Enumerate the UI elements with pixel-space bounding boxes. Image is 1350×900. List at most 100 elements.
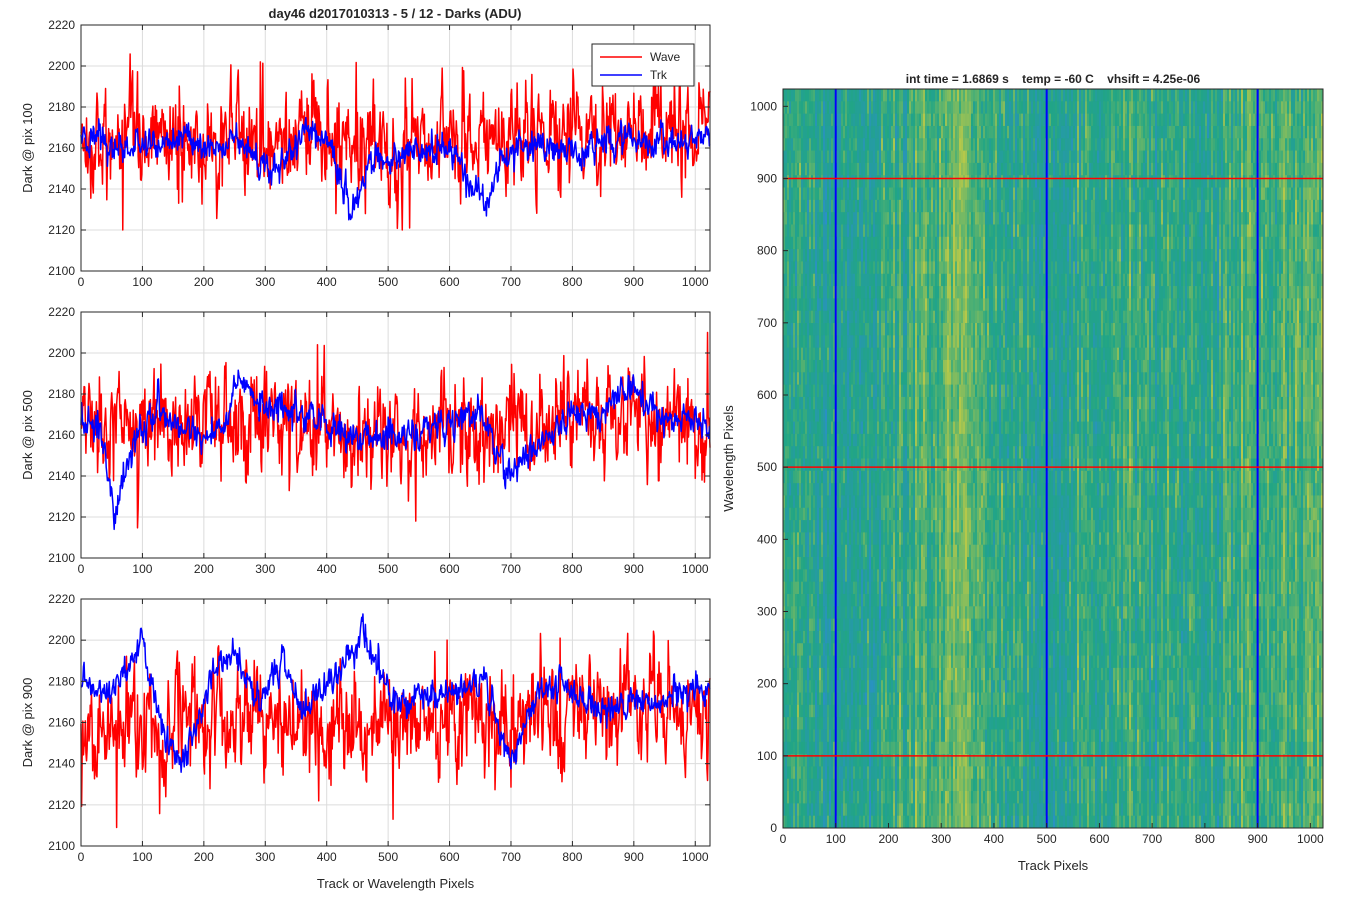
heatmap-cell bbox=[801, 323, 804, 336]
heatmap-cell bbox=[817, 593, 820, 607]
heatmap-cell bbox=[791, 704, 794, 718]
heatmap-cell bbox=[795, 261, 798, 275]
heatmap-cell bbox=[799, 483, 802, 496]
heatmap-cell bbox=[789, 495, 792, 509]
heatmap-cell bbox=[787, 384, 790, 398]
heatmap-cell bbox=[811, 483, 814, 496]
heatmap-cell bbox=[815, 310, 818, 324]
heatmap-cell bbox=[795, 544, 798, 558]
heatmap-cell bbox=[787, 557, 790, 570]
heatmap-cell bbox=[803, 791, 806, 804]
heatmap-cell bbox=[801, 606, 804, 620]
heatmap-cell bbox=[817, 384, 820, 398]
heatmap-cell bbox=[821, 323, 824, 336]
heatmap-cell bbox=[783, 175, 786, 188]
heatmap-cell bbox=[803, 273, 806, 287]
heatmap-cell bbox=[809, 236, 812, 250]
heatmap-cell bbox=[787, 162, 790, 176]
heatmap-cell bbox=[807, 470, 810, 484]
heatmap-cell bbox=[817, 507, 820, 521]
x-tick-label: 400 bbox=[317, 850, 337, 864]
heatmap-cell bbox=[791, 323, 794, 336]
heatmap-cell bbox=[823, 409, 826, 422]
heatmap-cell bbox=[785, 359, 788, 373]
heatmap-cell bbox=[813, 470, 816, 484]
heatmap-cell bbox=[819, 162, 822, 176]
heatmap-cell bbox=[819, 692, 822, 706]
heatmap-cell bbox=[809, 470, 812, 484]
heatmap-cell bbox=[813, 754, 816, 767]
heatmap-cell bbox=[805, 507, 808, 521]
heatmap-cell bbox=[815, 347, 818, 361]
heatmap-cell bbox=[819, 212, 822, 225]
heatmap-cell bbox=[813, 643, 816, 656]
heatmap-cell bbox=[787, 310, 790, 324]
heatmap-cell bbox=[789, 593, 792, 607]
y-tick-label: 2160 bbox=[48, 141, 75, 155]
heatmap-cell bbox=[823, 162, 826, 176]
heatmap-cell bbox=[795, 162, 798, 176]
heatmap-cell bbox=[801, 778, 804, 792]
heatmap-cell bbox=[789, 113, 792, 127]
heatmap-cell bbox=[811, 495, 814, 509]
heatmap-cell bbox=[791, 717, 794, 730]
heatmap-cell bbox=[807, 655, 810, 669]
heatmap-cell bbox=[803, 520, 806, 533]
heatmap-cell bbox=[819, 224, 822, 238]
heatmap-cell bbox=[803, 544, 806, 558]
heatmap-cell bbox=[807, 618, 810, 632]
heatmap-cell bbox=[797, 692, 800, 706]
heatmap-cell bbox=[809, 286, 812, 299]
heatmap-cell bbox=[795, 335, 798, 349]
heatmap-cell bbox=[813, 359, 816, 373]
heatmap-cell bbox=[821, 741, 824, 755]
heatmap-cell bbox=[805, 224, 808, 238]
heatmap-cell bbox=[795, 212, 798, 225]
heatmap-cell bbox=[799, 754, 802, 767]
heatmap-cell bbox=[795, 359, 798, 373]
heatmap-cell bbox=[787, 101, 790, 115]
heatmap-cell bbox=[797, 766, 800, 780]
heatmap-cell bbox=[785, 741, 788, 755]
heatmap-cell bbox=[823, 766, 826, 780]
heatmap-cell bbox=[817, 520, 820, 533]
heatmap-cell bbox=[797, 544, 800, 558]
heatmap-cell bbox=[825, 138, 828, 151]
heatmap-cell bbox=[793, 273, 796, 287]
heatmap-cell bbox=[807, 125, 810, 139]
heatmap-cell bbox=[811, 199, 814, 213]
heatmap-cell bbox=[815, 409, 818, 422]
heatmap-cell bbox=[811, 532, 814, 546]
heatmap-cell bbox=[811, 298, 814, 312]
heatmap-cell bbox=[819, 507, 822, 521]
heatmap-cell bbox=[807, 544, 810, 558]
heatmap-cell bbox=[801, 286, 804, 299]
heatmap-cell bbox=[799, 791, 802, 804]
heatmap-cell bbox=[799, 458, 802, 472]
heatmap-cell bbox=[811, 359, 814, 373]
heatmap-cell bbox=[821, 359, 824, 373]
heatmap-cell bbox=[785, 630, 788, 644]
heatmap-cell bbox=[813, 557, 816, 570]
heatmap-cell bbox=[813, 581, 816, 595]
heatmap-cell bbox=[817, 692, 820, 706]
heatmap-cell bbox=[803, 470, 806, 484]
heatmap-cell bbox=[783, 680, 786, 693]
heatmap-cell bbox=[795, 298, 798, 312]
heatmap-cell bbox=[817, 680, 820, 693]
heatmap-cell bbox=[783, 791, 786, 804]
heatmap-cell bbox=[805, 212, 808, 225]
heatmap-cell bbox=[821, 421, 824, 435]
heatmap-cell bbox=[809, 606, 812, 620]
heatmap-cell bbox=[807, 483, 810, 496]
heatmap-cell bbox=[791, 273, 794, 287]
heatmap-cell bbox=[793, 409, 796, 422]
heatmap-cell bbox=[787, 630, 790, 644]
heatmap-cell bbox=[789, 803, 792, 817]
heatmap-cell bbox=[825, 125, 828, 139]
heatmap-cell bbox=[791, 261, 794, 275]
heatmap-cell bbox=[783, 421, 786, 435]
heatmap-cell bbox=[823, 199, 826, 213]
heatmap-cell bbox=[805, 409, 808, 422]
x-tick-label: 300 bbox=[255, 850, 275, 864]
